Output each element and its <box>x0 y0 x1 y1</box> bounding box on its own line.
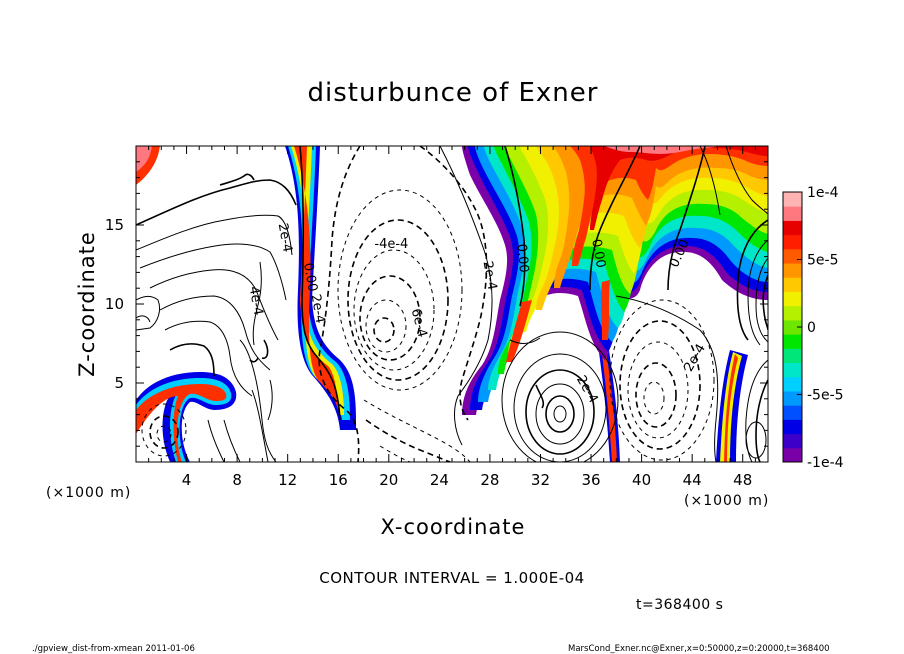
colorbar-tick-label: 1e-4 <box>807 185 839 201</box>
colorbar-tick-label: 5e-5 <box>807 253 838 269</box>
x-tick-label: 20 <box>379 471 398 489</box>
x-tick-label: 48 <box>733 471 752 489</box>
chart-title: disturbunce of Exner <box>308 78 599 108</box>
colorbar-swatch <box>783 419 802 435</box>
colorbar-swatch <box>783 277 802 292</box>
colorbar-swatch <box>783 362 802 378</box>
colorbar-tick-label: -1e-4 <box>807 455 844 471</box>
contour-label: 4e-4 <box>246 285 266 316</box>
x-tick-label: 44 <box>683 471 702 489</box>
colorbar-tick-label: -5e-5 <box>807 388 844 404</box>
contour-label-text: 0.00 <box>588 238 608 269</box>
y-tick-label: 5 <box>114 374 124 392</box>
x-tick-label: 24 <box>430 471 449 489</box>
contour-label-text: 0.00 <box>514 243 531 273</box>
contour-label-text: 2e-4 <box>308 293 328 324</box>
colorbar-swatch <box>783 348 802 364</box>
y-axis: 5 10 15 <box>105 145 768 463</box>
y-axis-label: Z-coordinate <box>75 231 99 377</box>
colorbar-swatch <box>783 248 802 264</box>
contour-label-text: -4e-4 <box>374 237 408 252</box>
colorbar-swatch <box>783 319 802 335</box>
contour-label-text: 6e-4 <box>408 307 430 339</box>
y-tick-label: 10 <box>105 295 124 313</box>
contour-label-text: 2e-4 <box>480 260 500 291</box>
contour-label-text: 0.00 <box>300 262 320 293</box>
x-tick-label: 40 <box>632 471 651 489</box>
x-tick-label: 32 <box>531 471 550 489</box>
colorbar-swatch <box>783 291 802 307</box>
y-tick-label: 15 <box>105 216 124 234</box>
contour-label: 2e-4 <box>480 260 500 291</box>
x-tick-label: 4 <box>182 471 192 489</box>
colorbar-swatch <box>783 447 802 463</box>
x-tick-label: 8 <box>232 471 242 489</box>
colorbar-tick-label: 0 <box>807 320 816 336</box>
colorbar-swatch <box>783 234 802 250</box>
x-unit-right: (×1000 m) <box>684 493 769 509</box>
x-tick-label: 12 <box>278 471 297 489</box>
colorbar-swatch <box>783 390 802 406</box>
footer-right: MarsCond_Exner.nc@Exner,x=0:50000,z=0:20… <box>568 644 830 654</box>
contour-label: 0.00 <box>588 238 608 269</box>
contour-label: 0.00 <box>300 262 320 293</box>
colorbar-swatch <box>783 220 802 236</box>
x-tick-label: 36 <box>581 471 600 489</box>
colorbar-swatch <box>783 376 802 392</box>
contour-interval: CONTOUR INTERVAL = 1.000E-04 <box>319 569 584 587</box>
x-tick-label: 16 <box>329 471 348 489</box>
contour-label: 2e-4 <box>308 293 328 324</box>
x-axis-label: X-coordinate <box>381 515 526 539</box>
x-tick-label: 28 <box>480 471 499 489</box>
colorbar-swatch <box>783 405 802 420</box>
x-unit-left: (×1000 m) <box>46 485 131 501</box>
x-axis: 4 8 12 16 20 24 28 32 36 40 44 48 <box>135 146 769 489</box>
contour-label-text: 4e-4 <box>246 285 266 316</box>
time-label: t=368400 s <box>636 597 723 613</box>
contour-label: -4e-4 <box>374 237 408 252</box>
colorbar-swatch <box>783 192 802 207</box>
contour-label: 2e-4 <box>275 222 295 253</box>
contour-label-text: 2e-4 <box>275 222 295 253</box>
colorbar-swatch <box>783 206 802 221</box>
color-field <box>136 146 768 462</box>
contour-label: 0.00 <box>514 243 531 273</box>
colorbar-swatch <box>783 305 802 321</box>
colorbar-swatch <box>783 263 802 278</box>
contour-label: 6e-4 <box>408 307 430 339</box>
colorbar-swatch <box>783 334 802 349</box>
contour-lines <box>136 146 768 462</box>
footer-left: ./gpview_dist-from-xmean 2011-01-06 <box>32 644 195 654</box>
colorbar-swatch <box>783 433 802 449</box>
colorbar: 1e-4 5e-5 0 -5e-5 -1e-4 <box>782 185 844 471</box>
